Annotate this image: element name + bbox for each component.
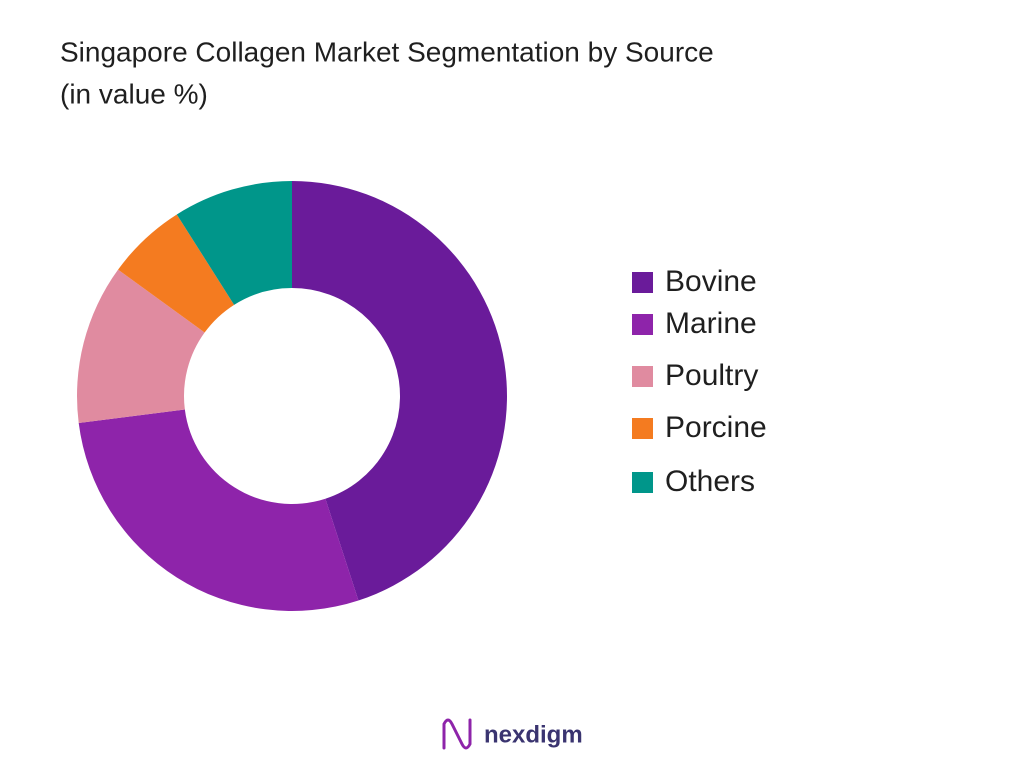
legend-label: Others	[665, 465, 755, 498]
legend-swatch	[632, 272, 653, 293]
brand-name: nexdigm	[484, 721, 583, 748]
legend-label: Marine	[665, 307, 757, 340]
legend-swatch	[632, 418, 653, 439]
chart-title: Singapore Collagen Market Segmentation b…	[60, 36, 714, 67]
logo-icon	[442, 718, 472, 750]
donut-slice	[78, 409, 359, 611]
legend-label: Poultry	[665, 359, 758, 392]
legend-swatch	[632, 472, 653, 493]
donut-slice	[176, 181, 292, 305]
chart-subtitle: (in value %)	[60, 78, 208, 109]
legend-label: Bovine	[665, 265, 757, 298]
legend-swatch	[632, 366, 653, 387]
donut-slice	[77, 269, 205, 423]
legend-swatch	[632, 314, 653, 335]
logo: nexdigm	[442, 718, 583, 750]
legend-label: Porcine	[665, 411, 767, 444]
donut-slice	[292, 181, 507, 601]
donut-slice	[118, 214, 235, 333]
